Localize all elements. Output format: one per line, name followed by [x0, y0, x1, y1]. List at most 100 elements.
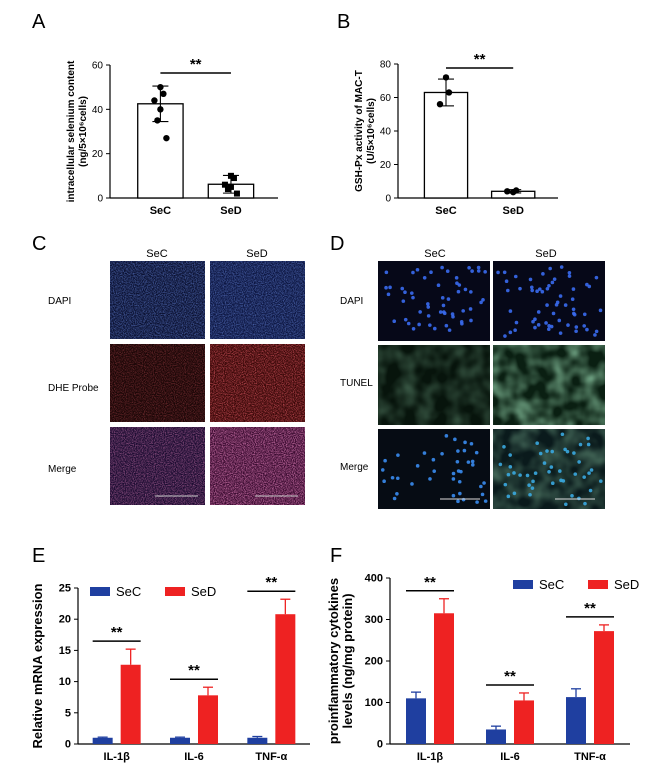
- data-point: [224, 186, 231, 193]
- cell-nucleus: [531, 479, 535, 484]
- cell-nucleus: [574, 325, 579, 329]
- cell-nucleus: [498, 462, 503, 467]
- y-tick-label: 0: [385, 194, 391, 205]
- cell-nucleus: [422, 275, 427, 280]
- significance-label: **: [188, 662, 200, 679]
- data-point: [442, 74, 450, 81]
- cell-nucleus: [426, 305, 431, 309]
- row-label-dapi: DAPI: [48, 296, 71, 307]
- bar-sed: [434, 613, 454, 744]
- cell-nucleus: [454, 276, 459, 280]
- panel-letter-d: D: [330, 233, 344, 255]
- cell-nucleus: [463, 440, 467, 445]
- cell-nucleus: [392, 319, 397, 323]
- cell-nucleus: [506, 494, 511, 499]
- cell-nucleus: [410, 482, 414, 486]
- cell-nucleus: [566, 323, 570, 327]
- panel-letter-a: A: [32, 11, 46, 33]
- cell-nucleus: [506, 472, 511, 477]
- cell-nucleus: [468, 307, 473, 311]
- cell-nucleus: [567, 274, 572, 278]
- cell-nucleus: [503, 334, 507, 338]
- y-axis-label: GSH-Px activity of MAC-T: [354, 70, 365, 192]
- bar-sed: [594, 631, 614, 744]
- cell-nucleus: [415, 267, 420, 272]
- cell-nucleus: [518, 473, 522, 477]
- cell-nucleus: [451, 493, 456, 498]
- cell-nucleus: [563, 303, 568, 307]
- y-tick-label: 10: [59, 676, 71, 688]
- data-point: [151, 97, 158, 104]
- cell-nucleus: [572, 451, 576, 455]
- cell-nucleus: [545, 303, 549, 307]
- bar-sec: [406, 698, 426, 744]
- cell-nucleus: [527, 483, 531, 487]
- x-tick-label: SeC: [150, 205, 171, 217]
- cell-nucleus: [480, 492, 485, 497]
- column-label-sec: SeC: [424, 248, 445, 260]
- cell-nucleus: [453, 437, 457, 442]
- cell-nucleus: [475, 500, 479, 504]
- cell-nucleus: [467, 265, 471, 270]
- x-tick-label: IL-1β: [417, 751, 444, 763]
- cell-nucleus: [518, 286, 522, 291]
- cell-nucleus: [540, 289, 545, 294]
- cell-nucleus: [410, 291, 414, 295]
- cell-nucleus: [456, 289, 461, 294]
- y-tick-label: 0: [97, 194, 103, 205]
- data-point: [154, 117, 161, 124]
- y-tick-label: 0: [65, 739, 71, 751]
- cell-nucleus: [508, 330, 513, 335]
- cell-nucleus: [458, 491, 462, 496]
- legend-swatch: [165, 587, 185, 596]
- data-point: [230, 175, 237, 182]
- cell-nucleus: [380, 468, 385, 472]
- cell-nucleus: [570, 297, 575, 302]
- cell-nucleus: [528, 492, 532, 497]
- cell-nucleus: [542, 461, 547, 465]
- row-label-dhe-probe: DHE Probe: [48, 383, 99, 394]
- x-tick-label: SeD: [220, 205, 241, 217]
- cell-nucleus: [583, 501, 587, 506]
- y-tick-label: 400: [365, 573, 383, 585]
- x-tick-label: IL-6: [184, 751, 204, 763]
- cell-nucleus: [502, 270, 507, 275]
- bar-sec: [247, 737, 268, 744]
- cell-nucleus: [593, 333, 597, 337]
- x-tick-label: TNF-α: [255, 751, 287, 763]
- legend-label: SeD: [191, 584, 216, 599]
- x-tick-label: IL-6: [500, 751, 520, 763]
- data-point: [513, 187, 520, 194]
- x-tick-label: IL-1β: [104, 751, 131, 763]
- y-axis-label: proinflammatory cytokines: [326, 578, 341, 744]
- y-tick-label: 40: [380, 127, 392, 138]
- cell-nucleus: [469, 290, 473, 294]
- cell-nucleus: [513, 274, 518, 279]
- cell-nucleus: [512, 471, 516, 475]
- cell-nucleus: [573, 472, 578, 476]
- cell-nucleus: [382, 479, 386, 484]
- cell-nucleus: [574, 329, 578, 334]
- cell-nucleus: [482, 481, 486, 485]
- cell-nucleus: [545, 286, 550, 291]
- cell-nucleus: [587, 471, 591, 475]
- y-tick-label: 0: [377, 739, 383, 751]
- bar-sec: [486, 729, 506, 744]
- cell-nucleus: [504, 279, 509, 284]
- cell-nucleus: [442, 311, 447, 316]
- cell-nucleus: [533, 325, 537, 330]
- cell-nucleus: [508, 465, 513, 469]
- cell-nucleus: [462, 448, 467, 453]
- y-tick-label: 80: [380, 60, 392, 71]
- data-point: [445, 89, 453, 96]
- cell-nucleus: [444, 434, 449, 438]
- cell-nucleus: [582, 324, 587, 328]
- cell-nucleus: [470, 269, 474, 273]
- cell-nucleus: [525, 473, 530, 478]
- cell-nucleus: [403, 290, 407, 295]
- bar-sed: [514, 700, 534, 744]
- cell-nucleus: [586, 442, 591, 447]
- cell-nucleus: [396, 453, 400, 457]
- chart-f: 0 100 200 300 400 ** IL-1β ** IL-6 ** TNF-α SeC SeD p…: [326, 573, 639, 764]
- cell-nucleus: [466, 460, 471, 464]
